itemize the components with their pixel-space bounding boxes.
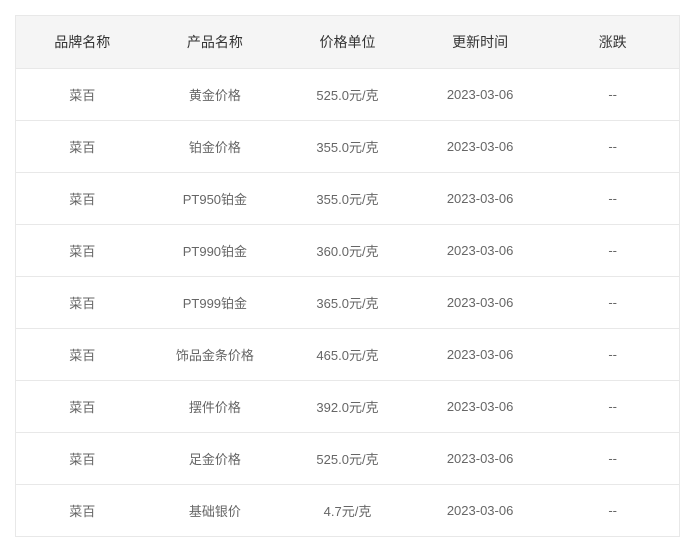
cell-brand: 菜百 (16, 69, 149, 121)
cell-update-time: 2023-03-06 (414, 121, 547, 173)
cell-price: 525.0元/克 (281, 69, 414, 121)
cell-update-time: 2023-03-06 (414, 485, 547, 537)
header-row: 品牌名称 产品名称 价格单位 更新时间 涨跌 (16, 16, 679, 69)
table-header: 品牌名称 产品名称 价格单位 更新时间 涨跌 (16, 16, 679, 69)
cell-price: 525.0元/克 (281, 433, 414, 485)
cell-product: PT990铂金 (149, 225, 282, 277)
cell-price: 360.0元/克 (281, 225, 414, 277)
column-header-update-time: 更新时间 (414, 16, 547, 69)
cell-brand: 菜百 (16, 277, 149, 329)
cell-change: -- (546, 121, 679, 173)
cell-price: 355.0元/克 (281, 121, 414, 173)
cell-change: -- (546, 433, 679, 485)
cell-brand: 菜百 (16, 173, 149, 225)
cell-brand: 菜百 (16, 121, 149, 173)
table-row: 菜百 黄金价格 525.0元/克 2023-03-06 -- (16, 69, 679, 121)
cell-product: PT950铂金 (149, 173, 282, 225)
column-header-product: 产品名称 (149, 16, 282, 69)
column-header-change: 涨跌 (546, 16, 679, 69)
cell-change: -- (546, 225, 679, 277)
cell-price: 4.7元/克 (281, 485, 414, 537)
table-row: 菜百 摆件价格 392.0元/克 2023-03-06 -- (16, 381, 679, 433)
cell-price: 355.0元/克 (281, 173, 414, 225)
cell-update-time: 2023-03-06 (414, 225, 547, 277)
table-row: 菜百 PT950铂金 355.0元/克 2023-03-06 -- (16, 173, 679, 225)
cell-update-time: 2023-03-06 (414, 381, 547, 433)
cell-update-time: 2023-03-06 (414, 433, 547, 485)
cell-product: 黄金价格 (149, 69, 282, 121)
cell-brand: 菜百 (16, 485, 149, 537)
cell-brand: 菜百 (16, 329, 149, 381)
cell-change: -- (546, 329, 679, 381)
table-row: 菜百 饰品金条价格 465.0元/克 2023-03-06 -- (16, 329, 679, 381)
cell-product: 足金价格 (149, 433, 282, 485)
cell-change: -- (546, 69, 679, 121)
cell-change: -- (546, 173, 679, 225)
cell-product: 摆件价格 (149, 381, 282, 433)
cell-update-time: 2023-03-06 (414, 277, 547, 329)
column-header-brand: 品牌名称 (16, 16, 149, 69)
cell-update-time: 2023-03-06 (414, 69, 547, 121)
table-row: 菜百 PT999铂金 365.0元/克 2023-03-06 -- (16, 277, 679, 329)
cell-product: PT999铂金 (149, 277, 282, 329)
cell-price: 465.0元/克 (281, 329, 414, 381)
cell-product: 饰品金条价格 (149, 329, 282, 381)
price-table-container: 品牌名称 产品名称 价格单位 更新时间 涨跌 菜百 黄金价格 525.0元/克 … (15, 15, 680, 537)
cell-brand: 菜百 (16, 433, 149, 485)
price-table: 品牌名称 产品名称 价格单位 更新时间 涨跌 菜百 黄金价格 525.0元/克 … (16, 16, 679, 536)
cell-product: 铂金价格 (149, 121, 282, 173)
table-body: 菜百 黄金价格 525.0元/克 2023-03-06 -- 菜百 铂金价格 3… (16, 69, 679, 537)
table-row: 菜百 足金价格 525.0元/克 2023-03-06 -- (16, 433, 679, 485)
table-row: 菜百 PT990铂金 360.0元/克 2023-03-06 -- (16, 225, 679, 277)
cell-change: -- (546, 485, 679, 537)
table-row: 菜百 基础银价 4.7元/克 2023-03-06 -- (16, 485, 679, 537)
cell-change: -- (546, 381, 679, 433)
cell-update-time: 2023-03-06 (414, 173, 547, 225)
cell-update-time: 2023-03-06 (414, 329, 547, 381)
cell-brand: 菜百 (16, 381, 149, 433)
cell-product: 基础银价 (149, 485, 282, 537)
column-header-price: 价格单位 (281, 16, 414, 69)
cell-price: 392.0元/克 (281, 381, 414, 433)
cell-change: -- (546, 277, 679, 329)
table-row: 菜百 铂金价格 355.0元/克 2023-03-06 -- (16, 121, 679, 173)
cell-price: 365.0元/克 (281, 277, 414, 329)
cell-brand: 菜百 (16, 225, 149, 277)
